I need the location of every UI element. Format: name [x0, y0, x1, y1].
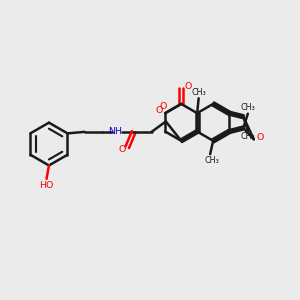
Text: CH₃: CH₃ [240, 103, 255, 112]
Text: O: O [256, 133, 264, 142]
Text: CH₃: CH₃ [204, 156, 219, 165]
Text: O: O [159, 102, 167, 111]
Text: O: O [184, 82, 191, 91]
Text: HO: HO [39, 181, 54, 190]
Text: CH₃: CH₃ [240, 132, 255, 141]
Text: CH₃: CH₃ [192, 88, 207, 97]
Text: O: O [156, 106, 163, 115]
Text: O: O [118, 145, 126, 154]
Text: NH: NH [108, 128, 122, 136]
